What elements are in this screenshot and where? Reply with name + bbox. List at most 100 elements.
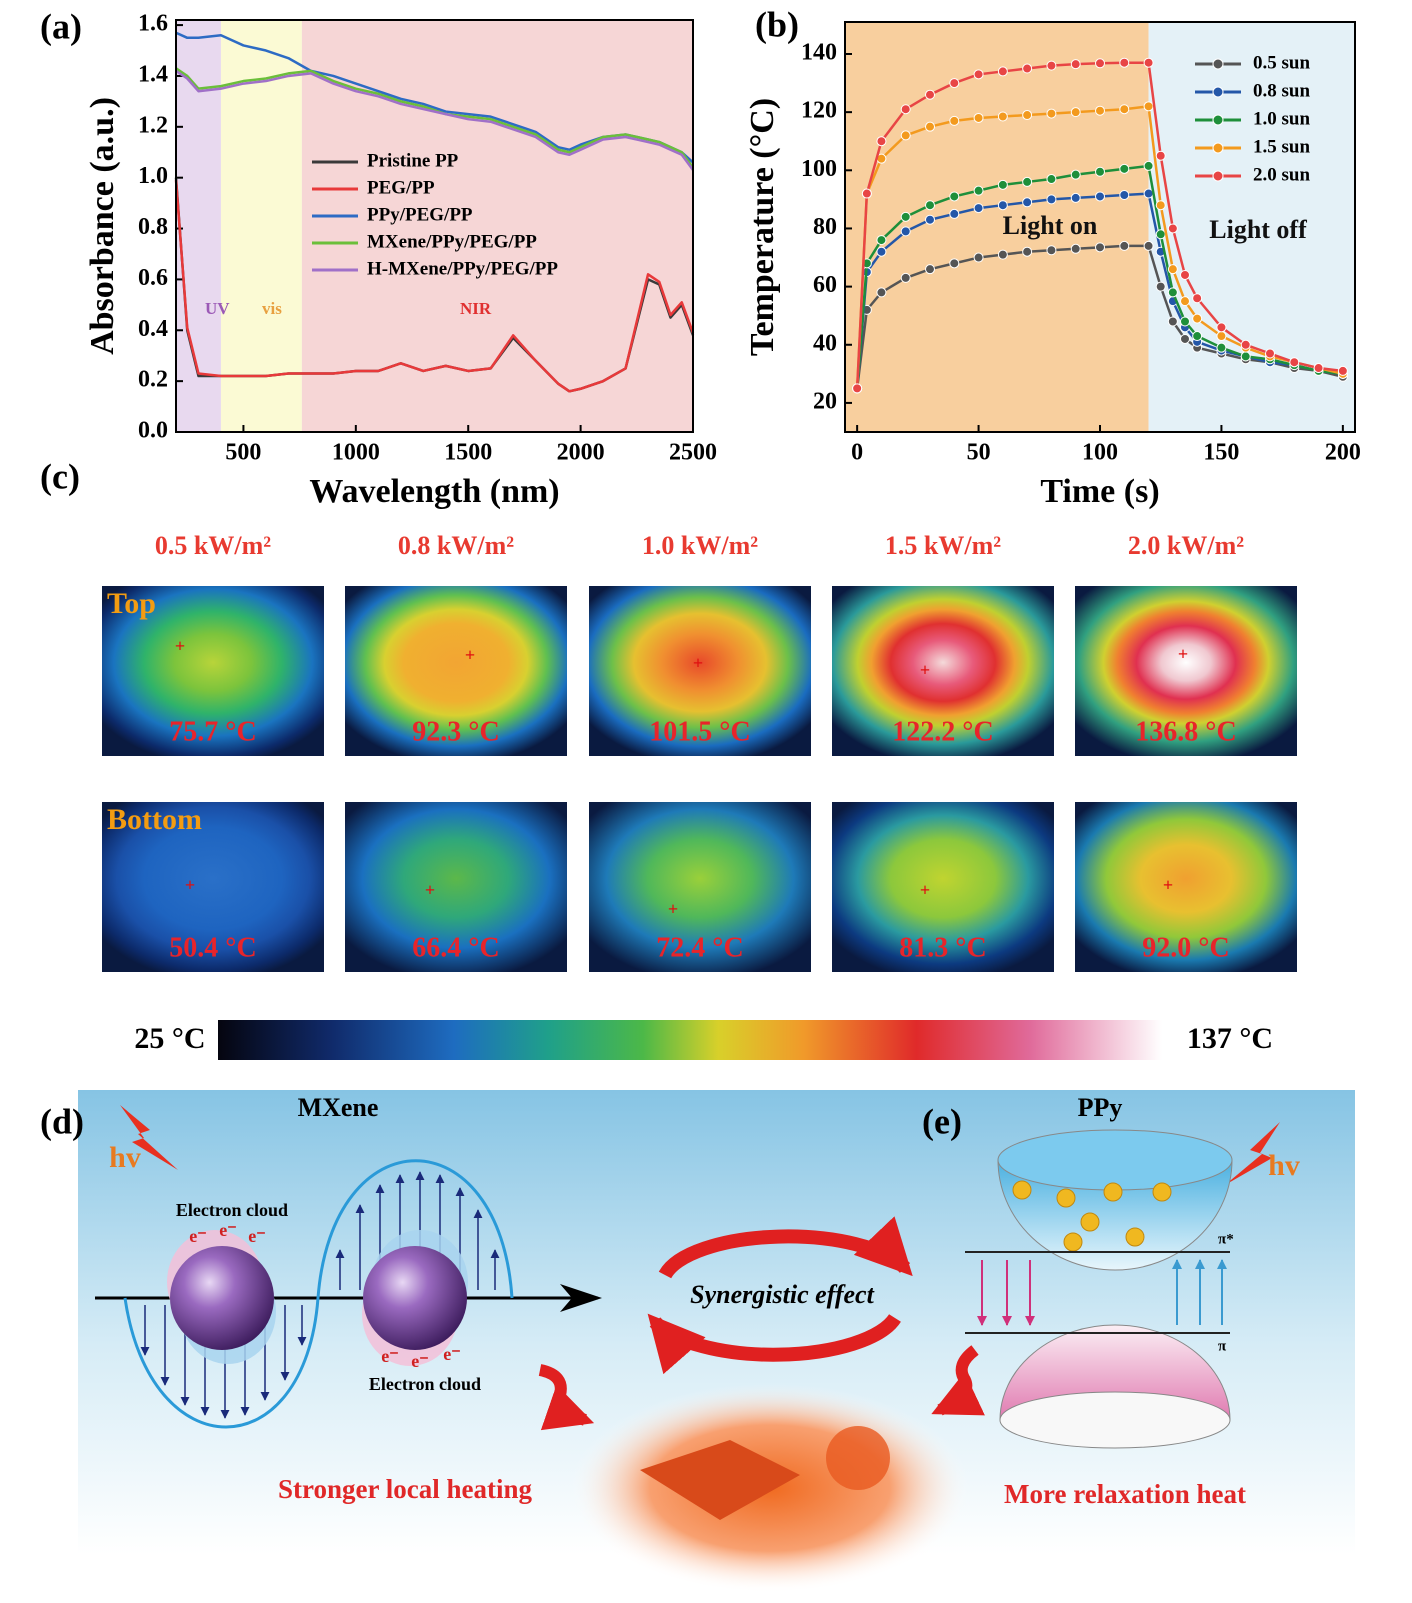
y-tick-label: 0.2	[138, 367, 168, 393]
region-label: Light on	[1003, 211, 1098, 240]
y-tick-label: 100	[801, 156, 837, 182]
region-label: vis	[262, 299, 282, 318]
thermal-image	[832, 586, 1054, 756]
synergy-arrow	[647, 1313, 901, 1375]
crosshair: +	[920, 660, 930, 680]
plot-frame	[844, 21, 1356, 433]
x-tick-label: 150	[1203, 440, 1239, 466]
crosshair: +	[185, 875, 195, 895]
data-point	[1167, 264, 1178, 275]
mxene-title: MXene	[298, 1093, 379, 1122]
region	[845, 22, 1149, 432]
data-point	[1070, 107, 1081, 118]
panel-label: (d)	[40, 1101, 84, 1141]
data-point	[1143, 160, 1154, 171]
legend-marker	[1212, 170, 1224, 182]
data-point	[997, 179, 1008, 190]
data-point	[876, 235, 887, 246]
data-point	[1070, 169, 1081, 180]
heat-arrow	[538, 1364, 595, 1431]
bowl-rim	[997, 1129, 1233, 1191]
electron: e⁻	[381, 1346, 399, 1366]
x-tick-label: 0	[851, 440, 863, 466]
electron-cloud-label: Electron cloud	[369, 1374, 481, 1394]
data-point	[900, 226, 911, 237]
data-point	[949, 208, 960, 219]
legend-label: Pristine PP	[367, 150, 459, 171]
y-tick-label: 0.0	[138, 418, 168, 444]
temperature-label: 122.2 °C	[892, 716, 993, 747]
crosshair: +	[1178, 644, 1188, 664]
heat-arrow	[931, 1345, 985, 1416]
data-point	[1180, 296, 1190, 307]
caption: Stronger local heating	[278, 1474, 532, 1504]
data-point	[997, 249, 1008, 260]
temperature-label: 75.7 °C	[169, 716, 256, 747]
x-tick-label: 1000	[332, 440, 380, 466]
intensity-label: 0.8 kW/m²	[398, 531, 514, 560]
data-point	[1240, 339, 1251, 350]
x-tick-label: 2000	[557, 440, 605, 466]
crosshair: +	[693, 653, 703, 673]
x-axis-title: Wavelength (nm)	[309, 473, 559, 510]
legend-label: MXene/PPy/PEG/PP	[367, 231, 537, 252]
x-tick-label: 1500	[444, 440, 492, 466]
legend-label: H-MXene/PPy/PEG/PP	[367, 258, 558, 279]
data-point	[1022, 246, 1033, 257]
data-point	[1095, 58, 1105, 69]
temperature-label: 92.0 °C	[1142, 932, 1229, 963]
legend-marker	[1212, 86, 1224, 98]
data-point	[925, 264, 935, 275]
region-label: UV	[205, 299, 230, 318]
axis-arrowhead	[560, 1284, 602, 1312]
data-point	[1095, 242, 1105, 253]
legend-label: 0.5 sun	[1253, 52, 1310, 73]
y-tick-label: 20	[813, 388, 837, 414]
temperature-label: 92.3 °C	[412, 716, 499, 747]
data-point	[1022, 110, 1033, 121]
y-tick-label: 140	[801, 39, 837, 65]
chart: UV vis NIR 0.0 0.2 0.4 0.6 0.8 1.0 1.2 1.4 1.6 500 10…	[40, 6, 717, 510]
data-point	[1119, 190, 1130, 201]
y-tick-label: 1.0	[138, 163, 168, 189]
data-point	[1095, 166, 1105, 177]
ppy-title: PPy	[1078, 1093, 1123, 1122]
hv: hv	[109, 1141, 141, 1174]
particle	[363, 1246, 467, 1350]
data-point	[1216, 331, 1227, 342]
thermal-image	[589, 586, 811, 756]
crosshair: +	[175, 636, 185, 656]
intensity-label: 0.5 kW/m²	[155, 531, 271, 560]
series-line	[174, 180, 695, 393]
y-axis-title: Absorbance (a.u.)	[84, 97, 121, 355]
data-point	[1070, 243, 1081, 254]
mechanism: (d) MXene hv Electron cloud e⁻ e⁻ e⁻ e⁻ …	[40, 1090, 1355, 1593]
data-point	[997, 111, 1008, 122]
thermal-image	[102, 586, 324, 756]
x-tick-label: 50	[967, 440, 991, 466]
data-point	[900, 104, 911, 115]
data-point	[900, 272, 911, 283]
level-label: π*	[1218, 1231, 1234, 1247]
data-point	[1119, 163, 1130, 174]
data-point	[1046, 194, 1057, 205]
data-point	[1119, 104, 1130, 115]
data-point	[973, 69, 984, 80]
data-point	[1095, 105, 1105, 116]
data-point	[973, 185, 984, 196]
panel-label: (c)	[40, 456, 80, 496]
panel-label: (b)	[755, 4, 799, 44]
data-point	[1022, 176, 1033, 187]
y-tick-label: 1.4	[138, 61, 168, 87]
heat-blob	[826, 1426, 890, 1490]
data-point	[1046, 60, 1057, 71]
crosshair: +	[1163, 875, 1173, 895]
legend-label: 1.5 sun	[1253, 136, 1310, 157]
data-point	[1180, 316, 1190, 327]
row-label: Top	[107, 587, 156, 620]
data-point	[925, 89, 935, 100]
colorbar-max: 137 °C	[1187, 1022, 1273, 1055]
em-wave	[123, 1159, 514, 1429]
y-tick-label: 1.6	[138, 11, 168, 37]
dome-base	[999, 1391, 1231, 1449]
